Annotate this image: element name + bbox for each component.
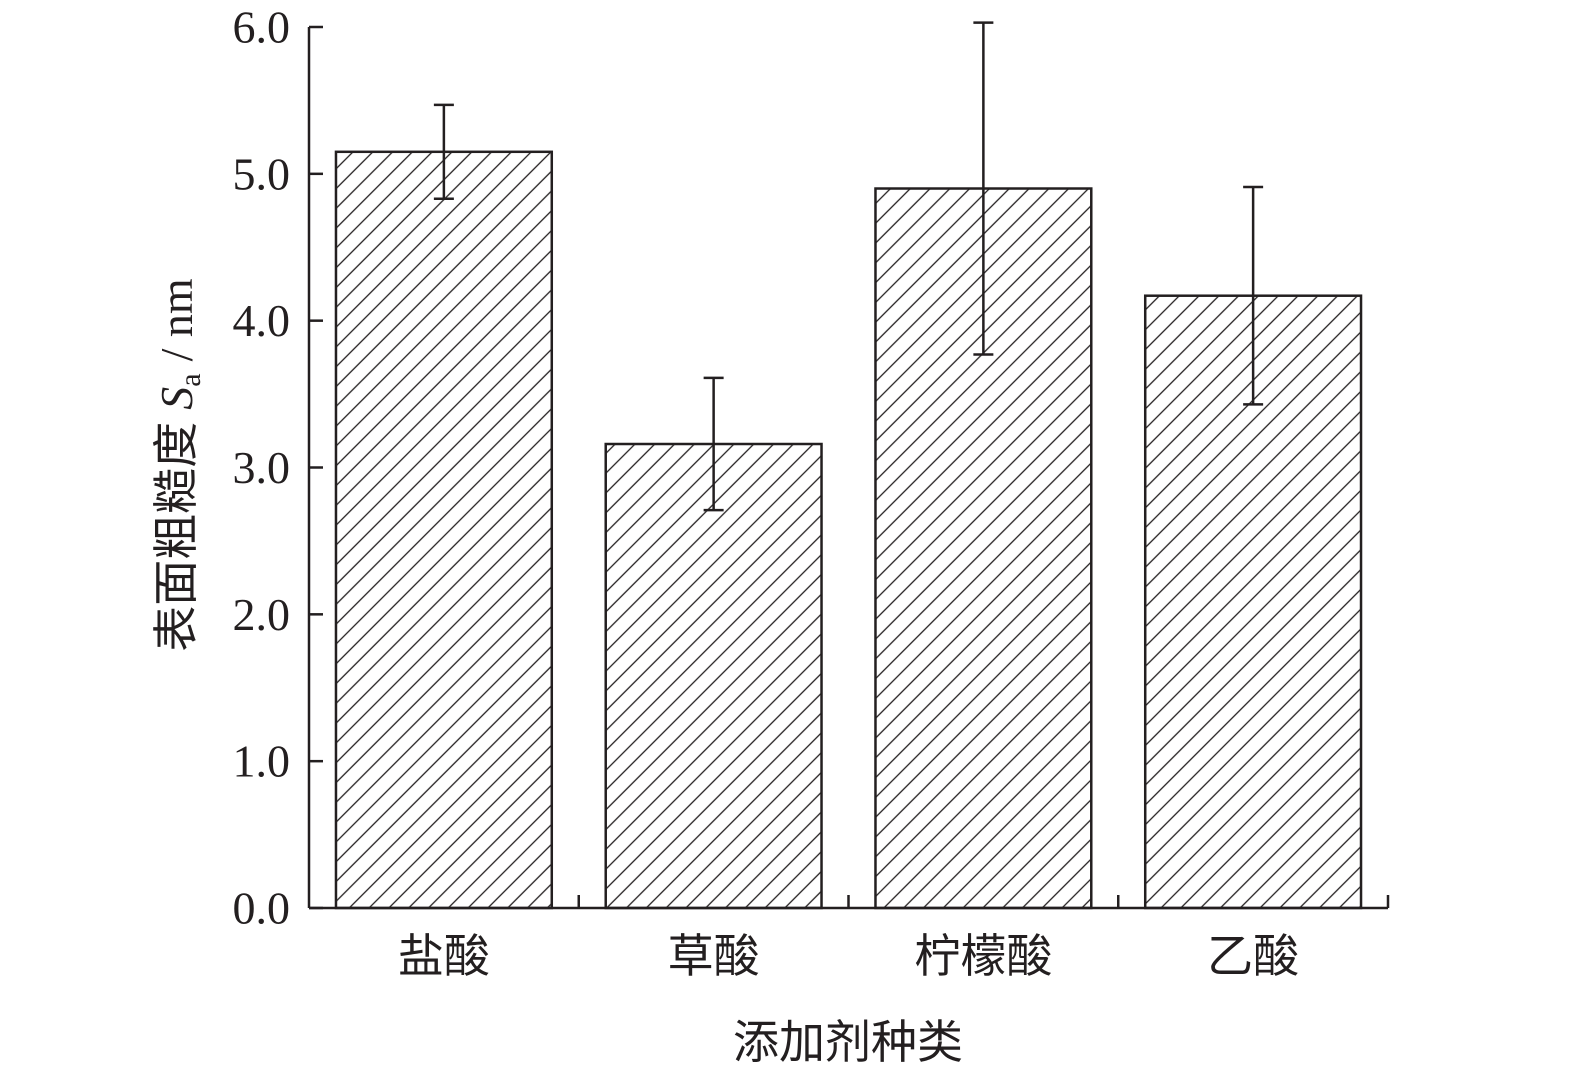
y-axis-title-text: 表面粗糙度 [151,422,202,652]
y-tick-label-6: 6.0 [233,2,291,53]
y-tick-label-1: 1.0 [233,736,291,787]
y-tick-label-2: 2.0 [233,589,291,640]
y-axis-title-unit: / nm [151,278,202,361]
error-bar-1 [433,103,454,201]
error-bars-layer [433,21,1264,512]
y-axis-title-subscript: a [174,373,207,386]
x-tick-label-4: 乙酸 [1207,931,1299,982]
y-tick-label-3: 3.0 [233,442,291,493]
y-tick-label-0: 0.0 [233,883,291,934]
x-tick-label-3: 柠檬酸 [914,931,1052,982]
error-bar-3 [973,21,994,356]
x-tick-label-2: 草酸 [668,931,760,982]
x-tick-label-1: 盐酸 [398,931,490,982]
y-tick-label-5: 5.0 [233,148,291,199]
axes [307,25,1390,910]
y-axis-title: 表面粗糙度 Sa / nm [151,278,207,652]
error-bar-4 [1243,185,1264,406]
y-tick-label-4: 4.0 [233,295,291,346]
error-bar-2 [703,376,724,512]
bar-1 [334,150,554,910]
y-axis-title-symbol: S [151,387,202,410]
x-axis-title: 添加剂种类 [733,1017,963,1068]
tick-labels: 盐酸 草酸 柠檬酸 乙酸 0.0 1.0 2.0 3.0 4.0 5.0 6.0 [233,2,1300,983]
bar-2 [604,442,823,910]
bars-layer [334,150,1363,910]
